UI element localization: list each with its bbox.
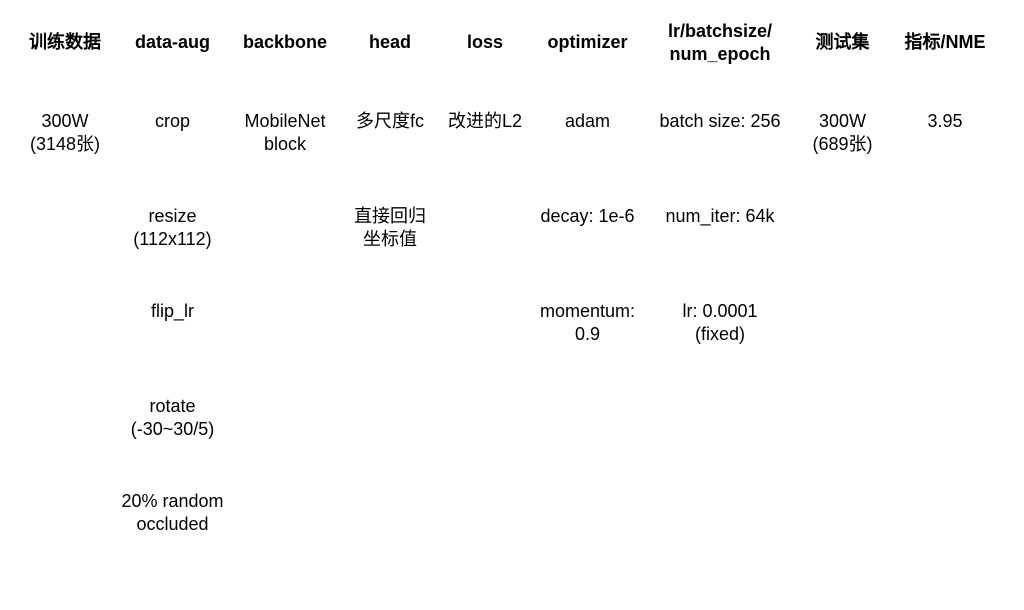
table-row: 20% randomoccluded: [15, 490, 1009, 535]
col-header-backbone: backbone: [230, 31, 340, 54]
cell-head: 直接回归坐标值: [340, 205, 440, 250]
col-header-metric: 指标/NME: [890, 31, 1000, 54]
cell-test-set: 300W(689张): [795, 110, 890, 155]
cell-optimizer: momentum:0.9: [530, 300, 645, 345]
cell-data-aug: rotate(-30~30/5): [115, 395, 230, 440]
col-header-optimizer: optimizer: [530, 31, 645, 54]
table-row: resize(112x112) 直接回归坐标值 decay: 1e-6 num_…: [15, 205, 1009, 250]
cell-data-aug: flip_lr: [115, 300, 230, 323]
cell-lr-batch: lr: 0.0001(fixed): [645, 300, 795, 345]
cell-head: 多尺度fc: [340, 110, 440, 133]
cell-data-aug: 20% randomoccluded: [115, 490, 230, 535]
experiment-table: 训练数据 data-aug backbone head loss optimiz…: [0, 0, 1024, 535]
col-header-loss: loss: [440, 31, 530, 54]
cell-optimizer: decay: 1e-6: [530, 205, 645, 228]
table-header-row: 训练数据 data-aug backbone head loss optimiz…: [15, 20, 1009, 65]
cell-data-aug: resize(112x112): [115, 205, 230, 250]
col-header-head: head: [340, 31, 440, 54]
col-header-test-set: 测试集: [795, 31, 890, 54]
cell-backbone: MobileNetblock: [230, 110, 340, 155]
cell-lr-batch: num_iter: 64k: [645, 205, 795, 228]
cell-optimizer: adam: [530, 110, 645, 133]
cell-lr-batch: batch size: 256: [645, 110, 795, 133]
cell-metric: 3.95: [890, 110, 1000, 133]
col-header-train-data: 训练数据: [15, 31, 115, 54]
table-row: 300W(3148张) crop MobileNetblock 多尺度fc 改进…: [15, 110, 1009, 155]
cell-data-aug: crop: [115, 110, 230, 133]
cell-loss: 改进的L2: [440, 110, 530, 133]
table-row: flip_lr momentum:0.9 lr: 0.0001(fixed): [15, 300, 1009, 345]
col-header-data-aug: data-aug: [115, 31, 230, 54]
cell-train-data: 300W(3148张): [15, 110, 115, 155]
col-header-lr-batch: lr/batchsize/num_epoch: [645, 20, 795, 65]
table-row: rotate(-30~30/5): [15, 395, 1009, 440]
